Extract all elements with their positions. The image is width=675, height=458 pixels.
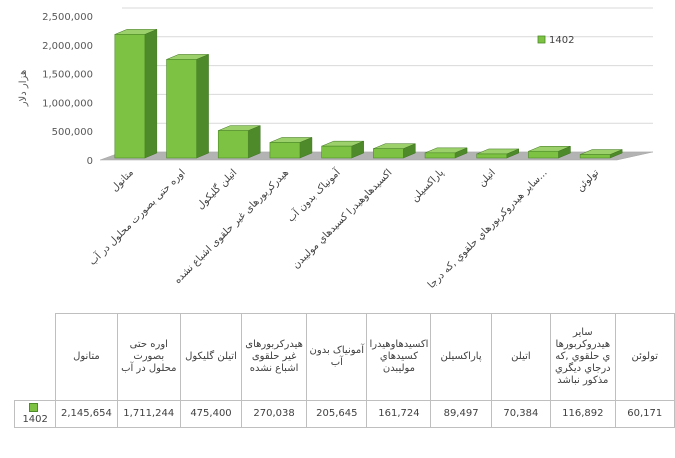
table-header-row: متانول اوره حتی بصورت محلول در آب اتیلن گل…: [14, 313, 675, 401]
y-tick-label: 500,000: [52, 127, 93, 138]
table-value-cell: 1,711,244: [116, 400, 181, 428]
table-value-cell: 2,145,654: [55, 400, 118, 428]
bar-front: [114, 34, 146, 159]
y-axis-ticks: 0 500,000 1,000,000 1,500,000 2,000,000 2,500…: [42, 12, 93, 167]
bar-front: [528, 150, 559, 159]
table-header-cell: هیدرکربورهای غیر حلقوی اشباع نشده: [241, 313, 308, 401]
table-header-cell: اتیلن: [490, 313, 552, 401]
table-series-name: 1402: [22, 414, 48, 425]
bar: [476, 148, 519, 159]
table-header-cell: آمونیاک بدون آب: [306, 313, 368, 401]
table-value-cell: 161,724: [366, 400, 432, 428]
bar-side: [196, 54, 209, 159]
table-header-cell: اکسیدهاوهیدرا کسیدهاي مولیبدن: [366, 313, 432, 401]
table-header-cell: پاراکسیلن: [430, 313, 492, 401]
y-tick-label: 2,000,000: [42, 41, 93, 52]
table-value-cell: 60,171: [614, 400, 675, 428]
bars: [114, 29, 623, 159]
x-tick-label: اتیلن: [476, 167, 498, 189]
bar-front: [579, 154, 611, 159]
table-header-cell: اتیلن گلیکول: [179, 313, 243, 401]
x-tick-label: متانول: [109, 167, 136, 194]
bar: [166, 54, 209, 159]
bar-front: [217, 130, 249, 159]
table-value-cell: 270,038: [241, 400, 308, 428]
table-header-cell: متانول: [55, 313, 118, 401]
table-series-cell: 1402: [13, 400, 57, 428]
bar: [269, 137, 313, 159]
bar-side: [144, 29, 158, 159]
table-value-cell: 89,497: [430, 400, 492, 428]
y-axis-title: هزار دلار: [18, 70, 29, 108]
bar-front: [476, 153, 508, 159]
table-header-cell: تولوئن: [614, 313, 675, 401]
x-tick-label: اتیلن گلیکول: [194, 167, 239, 212]
table-legend-key: [29, 402, 39, 412]
bar-front: [373, 148, 404, 159]
bar: [114, 29, 158, 159]
legend-label: 1402: [549, 35, 574, 46]
y-tick-label: 1,500,000: [42, 70, 93, 81]
bar: [528, 145, 571, 159]
x-tick-label: تولوئن: [575, 167, 602, 194]
bar-front: [321, 145, 352, 159]
table-value-cell: 475,400: [179, 400, 243, 428]
y-tick-label: 2,500,000: [42, 12, 93, 23]
x-tick-label: سایر هیدروکربورهاي حلقوي ,که درجا...: [426, 167, 550, 291]
data-table: متانول اوره حتی بصورت محلول در آب اتیلن گل…: [13, 313, 675, 428]
table-value-cell: 116,892: [550, 400, 616, 428]
table-header-cell: سایر هیدروکربورها ي حلقوي ,که درجاي دیگر…: [550, 313, 616, 401]
x-tick-label: آمونیاک بدون آب: [284, 165, 343, 224]
legend-key: [537, 35, 546, 44]
bar: [321, 140, 364, 159]
bar: [373, 143, 416, 159]
x-tick-label: هیدرکربورهای غیر حلقوی اشباع نشده: [172, 167, 291, 286]
bar-front: [424, 152, 456, 159]
x-tick-label: پاراکسیلن: [409, 167, 446, 204]
bar-side: [248, 125, 261, 159]
table-corner-cell: [14, 313, 57, 401]
y-tick-label: 0: [87, 156, 93, 167]
bar-front: [269, 142, 301, 159]
y-tick-label: 1,000,000: [42, 98, 93, 109]
legend: 1402: [537, 35, 574, 46]
bar: [424, 147, 468, 159]
table-value-cell: 70,384: [490, 400, 552, 428]
table-value-cell: 205,645: [306, 400, 368, 428]
bar: [579, 149, 623, 159]
bar-front: [166, 59, 197, 159]
x-tick-label: اوره حتی بصورت محلول در آب: [86, 166, 188, 268]
table-header-cell: اوره حتی بصورت محلول در آب: [116, 313, 181, 401]
table-row: 1402 2,145,654 1,711,244 475,400 270,038 205…: [13, 400, 675, 428]
bar: [217, 125, 261, 159]
x-tick-label: اکسیدهاوهیدرا کسیدهاي مولیبدن: [291, 167, 395, 271]
